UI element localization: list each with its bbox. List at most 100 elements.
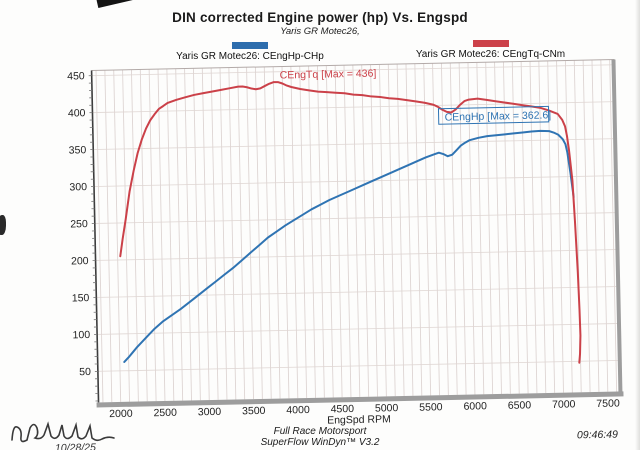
h-gridline — [93, 138, 614, 151]
v-gridline — [104, 70, 113, 403]
v-gridline — [290, 66, 299, 399]
v-gridline — [281, 66, 290, 399]
v-gridline — [370, 64, 378, 397]
v-gridline — [113, 70, 122, 402]
v-gridline — [609, 59, 618, 392]
v-gridline — [591, 59, 600, 392]
v-gridline — [228, 67, 237, 400]
x-tick-label: 5000 — [375, 402, 399, 414]
signature-scribble — [11, 421, 115, 443]
v-gridline — [299, 66, 308, 399]
v-gridline — [511, 61, 520, 394]
v-gridline — [237, 67, 246, 400]
h-gridline — [97, 323, 618, 335]
x-axis-line — [96, 391, 624, 408]
report-time: 09:46:49 — [576, 428, 618, 442]
scan-artifact-smudge — [0, 215, 6, 235]
h-gridline — [94, 212, 615, 224]
x-tick-label: 3000 — [198, 406, 222, 418]
v-gridline — [414, 63, 423, 396]
y-tick-label: 50 — [79, 366, 91, 378]
h-gridline — [96, 286, 617, 298]
v-gridline — [529, 61, 538, 394]
y-axis-line — [90, 70, 100, 403]
v-gridline — [219, 67, 228, 400]
v-gridline — [467, 62, 476, 395]
h-gridline — [91, 64, 612, 77]
power-curve — [123, 129, 575, 363]
footer-software-version: SuperFlow WinDyn™ V3.2 — [260, 437, 380, 448]
power-max-annotation: CEngHp [Max = 362.6] — [445, 109, 552, 123]
legend-label-power: Yaris GR Motec26: CEngHp-CHp — [176, 51, 324, 62]
legend-item-power: Yaris GR Motec26: CEngHp-CHp — [140, 42, 360, 62]
scan-edge-shadow — [635, 0, 640, 450]
power-max-annotation-box — [437, 105, 550, 125]
v-gridline — [139, 69, 148, 402]
y-tick-label: 100 — [72, 329, 90, 341]
h-gridline — [95, 249, 616, 261]
v-gridline — [148, 69, 157, 402]
v-gridline — [308, 65, 316, 398]
v-gridline — [432, 63, 440, 396]
legend-item-torque: Yaris GR Motec26: CEngTq-CNm — [388, 40, 593, 60]
y-tick-label: 300 — [69, 181, 87, 193]
v-gridline — [378, 64, 387, 397]
legend-swatch-power — [232, 42, 268, 49]
v-gridline — [556, 60, 564, 393]
report-date: 10/28/25 — [54, 441, 96, 450]
y-tick-label: 350 — [69, 144, 87, 156]
h-gridline — [94, 175, 614, 187]
v-gridline — [157, 69, 166, 402]
y-tick-label: 200 — [71, 255, 89, 267]
v-gridline — [192, 68, 201, 401]
legend-label-torque: Yaris GR Motec26: CEngTq-CNm — [415, 49, 566, 60]
plot-top-border — [91, 59, 615, 71]
x-tick-label: 7000 — [552, 398, 576, 410]
v-gridline — [423, 63, 432, 396]
x-axis-title: EngSpd RPM — [327, 413, 391, 426]
x-tick-label: 6500 — [508, 399, 532, 411]
y-tick-label: 150 — [72, 292, 90, 304]
x-tick-label: 5500 — [419, 401, 443, 413]
legend-swatch-torque — [472, 40, 509, 47]
v-gridline — [246, 67, 254, 400]
v-gridline — [405, 63, 414, 396]
v-gridline — [325, 65, 334, 398]
v-gridline — [485, 62, 494, 395]
v-gridline — [175, 68, 184, 401]
v-gridline — [520, 61, 529, 394]
footer-shop-name: Full Race Motorsport — [273, 426, 367, 437]
chart-subtitle: Yaris GR Motec26, — [280, 26, 360, 37]
v-gridline — [387, 64, 396, 397]
v-gridline — [201, 68, 210, 401]
plot-right-border — [611, 59, 623, 396]
y-tick-label: 450 — [67, 70, 85, 82]
x-tick-label: 2000 — [109, 408, 133, 420]
h-gridline — [97, 360, 618, 372]
x-tick-label: 2500 — [153, 407, 177, 419]
v-gridline — [458, 62, 467, 395]
v-gridline — [396, 64, 405, 397]
y-tick-label: 250 — [70, 218, 88, 230]
v-gridline — [210, 67, 219, 400]
v-gridline — [95, 70, 104, 403]
v-gridline — [449, 62, 458, 395]
v-gridline — [254, 67, 263, 399]
x-tick-label: 6000 — [463, 400, 487, 412]
v-gridline — [361, 64, 370, 397]
h-gridline — [92, 101, 613, 114]
y-tick-label: 400 — [68, 107, 86, 119]
v-gridline — [316, 65, 325, 398]
v-gridline — [334, 65, 343, 398]
v-gridline — [476, 62, 485, 395]
torque-max-annotation: CEngTq [Max = 436] — [280, 68, 377, 82]
v-gridline — [122, 69, 130, 402]
v-gridline — [343, 65, 352, 398]
plot-area: 50 100 150 200 250 300 350 400 450 2000 2500 3000 35… — [67, 59, 624, 427]
x-tick-label: 3500 — [242, 405, 266, 417]
v-gridline — [600, 59, 609, 392]
chart-title: DIN corrected Engine power (hp) Vs. Engs… — [172, 10, 468, 25]
v-gridline — [582, 60, 591, 393]
